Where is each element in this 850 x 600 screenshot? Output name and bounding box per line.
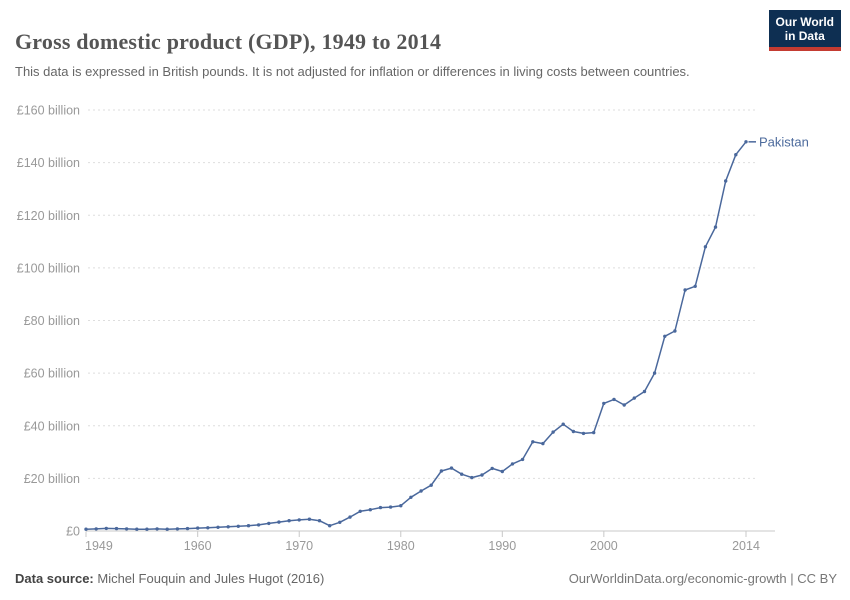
data-point[interactable] xyxy=(155,527,159,531)
data-point[interactable] xyxy=(652,371,657,375)
owid-logo-line2: in Data xyxy=(784,29,825,43)
data-point[interactable] xyxy=(581,431,586,436)
data-point[interactable] xyxy=(328,524,332,528)
data-point[interactable] xyxy=(703,245,708,249)
data-point[interactable] xyxy=(449,466,454,470)
data-point[interactable] xyxy=(673,329,677,333)
data-point[interactable] xyxy=(460,472,464,476)
x-axis-label: 1980 xyxy=(387,539,415,553)
x-axis-label: 2000 xyxy=(590,539,618,553)
data-point[interactable] xyxy=(256,523,261,527)
y-axis-label: £120 billion xyxy=(17,209,80,223)
data-point[interactable] xyxy=(378,505,383,510)
page-title: Gross domestic product (GDP), 1949 to 20… xyxy=(15,28,442,54)
footer-link[interactable]: OurWorldinData.org/economic-growth xyxy=(568,571,787,586)
chart-subtitle: This data is expressed in British pounds… xyxy=(15,64,690,79)
data-point[interactable] xyxy=(409,495,413,499)
data-point[interactable] xyxy=(642,389,647,394)
data-point[interactable] xyxy=(622,403,626,407)
data-point[interactable] xyxy=(612,397,616,402)
data-source-label: Data source: xyxy=(15,571,94,586)
data-point[interactable] xyxy=(358,509,362,513)
data-source-value: Michel Fouquin and Jules Hugot (2016) xyxy=(93,571,325,586)
data-point[interactable] xyxy=(206,526,210,530)
data-point[interactable] xyxy=(490,466,494,471)
data-point[interactable] xyxy=(317,519,322,523)
data-point[interactable] xyxy=(419,489,423,493)
entity-label-pakistan[interactable]: Pakistan xyxy=(759,134,809,149)
y-axis-label: £60 billion xyxy=(24,367,80,381)
data-point[interactable] xyxy=(145,527,149,531)
owid-logo-line1: Our World xyxy=(775,15,834,29)
data-point[interactable] xyxy=(338,520,342,524)
data-point[interactable] xyxy=(480,473,484,477)
y-axis-label: £160 billion xyxy=(17,104,80,118)
data-point[interactable] xyxy=(713,225,718,229)
data-point[interactable] xyxy=(602,401,606,406)
data-point[interactable] xyxy=(124,527,129,531)
data-point[interactable] xyxy=(277,520,281,524)
data-point[interactable] xyxy=(84,527,88,531)
data-point[interactable] xyxy=(724,179,728,183)
data-point[interactable] xyxy=(399,504,403,508)
y-axis-label: £0 xyxy=(66,525,80,539)
data-point[interactable] xyxy=(267,521,271,526)
data-point[interactable] xyxy=(175,527,180,531)
data-point[interactable] xyxy=(561,422,565,426)
data-point[interactable] xyxy=(297,518,301,522)
data-point[interactable] xyxy=(510,462,515,466)
x-axis-label: 1960 xyxy=(184,539,212,553)
data-point[interactable] xyxy=(429,483,433,487)
data-point[interactable] xyxy=(114,526,119,531)
x-axis-label: 1990 xyxy=(488,539,516,553)
data-point[interactable] xyxy=(693,284,697,288)
data-point[interactable] xyxy=(165,527,169,531)
data-point[interactable] xyxy=(663,334,667,338)
data-point[interactable] xyxy=(683,288,687,292)
data-point[interactable] xyxy=(246,524,251,528)
data-point[interactable] xyxy=(531,440,535,444)
footer-separator: | xyxy=(786,571,798,586)
x-axis-label: 2014 xyxy=(732,539,760,553)
footer-license: CC BY xyxy=(797,571,837,586)
data-point[interactable] xyxy=(287,519,291,523)
data-point[interactable] xyxy=(520,457,525,462)
data-point[interactable] xyxy=(185,526,190,531)
footer-credits: OurWorldinData.org/economic-growth | CC … xyxy=(569,571,837,586)
data-point[interactable] xyxy=(734,153,738,157)
data-point[interactable] xyxy=(348,515,352,519)
data-point[interactable] xyxy=(632,396,636,400)
data-point[interactable] xyxy=(551,430,555,434)
data-point[interactable] xyxy=(135,527,139,531)
x-axis-label: 1970 xyxy=(285,539,313,553)
y-axis-label: £100 billion xyxy=(17,261,80,275)
y-axis-label: £80 billion xyxy=(24,314,80,328)
y-axis-label: £140 billion xyxy=(17,156,80,170)
data-point[interactable] xyxy=(470,475,474,480)
footer-source: Data source: Michel Fouquin and Jules Hu… xyxy=(15,571,324,586)
data-point[interactable] xyxy=(744,140,748,144)
data-point[interactable] xyxy=(439,469,444,473)
x-axis-label: 1949 xyxy=(85,539,113,553)
data-point[interactable] xyxy=(236,524,240,528)
data-point[interactable] xyxy=(104,526,109,531)
data-point[interactable] xyxy=(307,517,312,521)
data-point[interactable] xyxy=(368,508,372,512)
data-point[interactable] xyxy=(592,430,596,435)
owid-logo[interactable]: Our World in Data xyxy=(768,10,841,51)
data-point[interactable] xyxy=(216,525,220,529)
data-point[interactable] xyxy=(541,441,545,446)
data-point[interactable] xyxy=(571,429,576,434)
data-point[interactable] xyxy=(94,527,98,531)
y-axis-label: £20 billion xyxy=(24,472,80,486)
data-point[interactable] xyxy=(196,526,200,530)
data-point[interactable] xyxy=(226,525,230,529)
data-point[interactable] xyxy=(388,505,393,509)
gdp-line[interactable] xyxy=(85,141,747,530)
y-axis-label: £40 billion xyxy=(24,419,80,433)
data-point[interactable] xyxy=(500,469,504,474)
